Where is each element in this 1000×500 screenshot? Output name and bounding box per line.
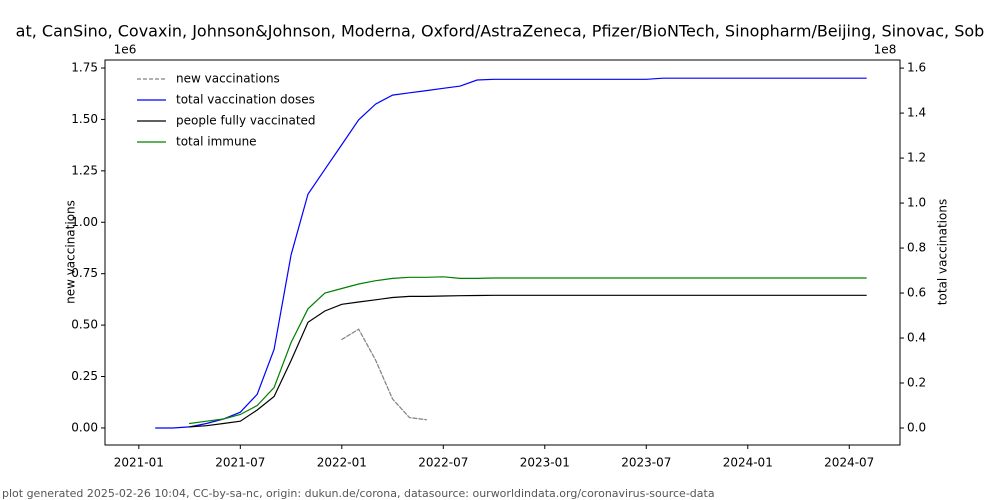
y2-tick-label: 0.6 bbox=[907, 286, 926, 300]
series-line bbox=[341, 328, 427, 421]
x-tick-label: 2021-01 bbox=[114, 456, 164, 470]
x-tick-label: 2023-01 bbox=[520, 456, 570, 470]
y2-tick-label: 1.4 bbox=[907, 106, 926, 120]
x-tick-label: 2022-01 bbox=[317, 456, 367, 470]
y2-tick-label: 0.2 bbox=[907, 376, 926, 390]
y-axis-label: new vaccinations bbox=[64, 200, 78, 304]
x-tick-label: 2024-07 bbox=[824, 456, 874, 470]
y2-offset: 1e8 bbox=[874, 43, 897, 57]
legend-label: total immune bbox=[176, 135, 257, 149]
plot-frame bbox=[104, 59, 901, 446]
y-tick-label: 0.25 bbox=[71, 369, 98, 383]
y2-tick-label: 0.8 bbox=[907, 241, 926, 255]
series-line bbox=[155, 77, 867, 429]
y-tick-label: 0.75 bbox=[71, 266, 98, 280]
y-tick-label: 1.25 bbox=[71, 163, 98, 177]
y2-tick-label: 0.0 bbox=[907, 420, 926, 434]
x-tick-label: 2021-07 bbox=[215, 456, 265, 470]
y-tick-label: 1.50 bbox=[71, 112, 98, 126]
y-tick-label: 0.50 bbox=[71, 318, 98, 332]
x-tick-label: 2022-07 bbox=[418, 456, 468, 470]
series-line bbox=[189, 294, 867, 428]
y-offset: 1e6 bbox=[114, 43, 137, 57]
y-tick-label: 0.00 bbox=[71, 420, 98, 434]
footer: plot generated 2025-02-26 10:04, CC-by-s… bbox=[2, 487, 715, 500]
y-tick-label: 1.00 bbox=[71, 215, 98, 229]
x-tick-label: 2023-07 bbox=[621, 456, 671, 470]
legend-label: people fully vaccinated bbox=[176, 114, 316, 128]
legend-label: total vaccination doses bbox=[176, 93, 315, 107]
series-line bbox=[189, 276, 867, 425]
y2-axis-label: total vaccinations bbox=[936, 199, 950, 305]
y2-tick-label: 0.4 bbox=[907, 331, 926, 345]
chart-title: at, CanSino, Covaxin, Johnson&Johnson, M… bbox=[16, 22, 985, 41]
y2-tick-label: 1.0 bbox=[907, 196, 926, 210]
y2-tick-label: 1.2 bbox=[907, 151, 926, 165]
y-tick-label: 1.75 bbox=[71, 61, 98, 75]
legend-label: new vaccinations bbox=[176, 72, 280, 86]
x-tick-label: 2024-01 bbox=[723, 456, 773, 470]
y2-tick-label: 1.6 bbox=[907, 61, 926, 75]
